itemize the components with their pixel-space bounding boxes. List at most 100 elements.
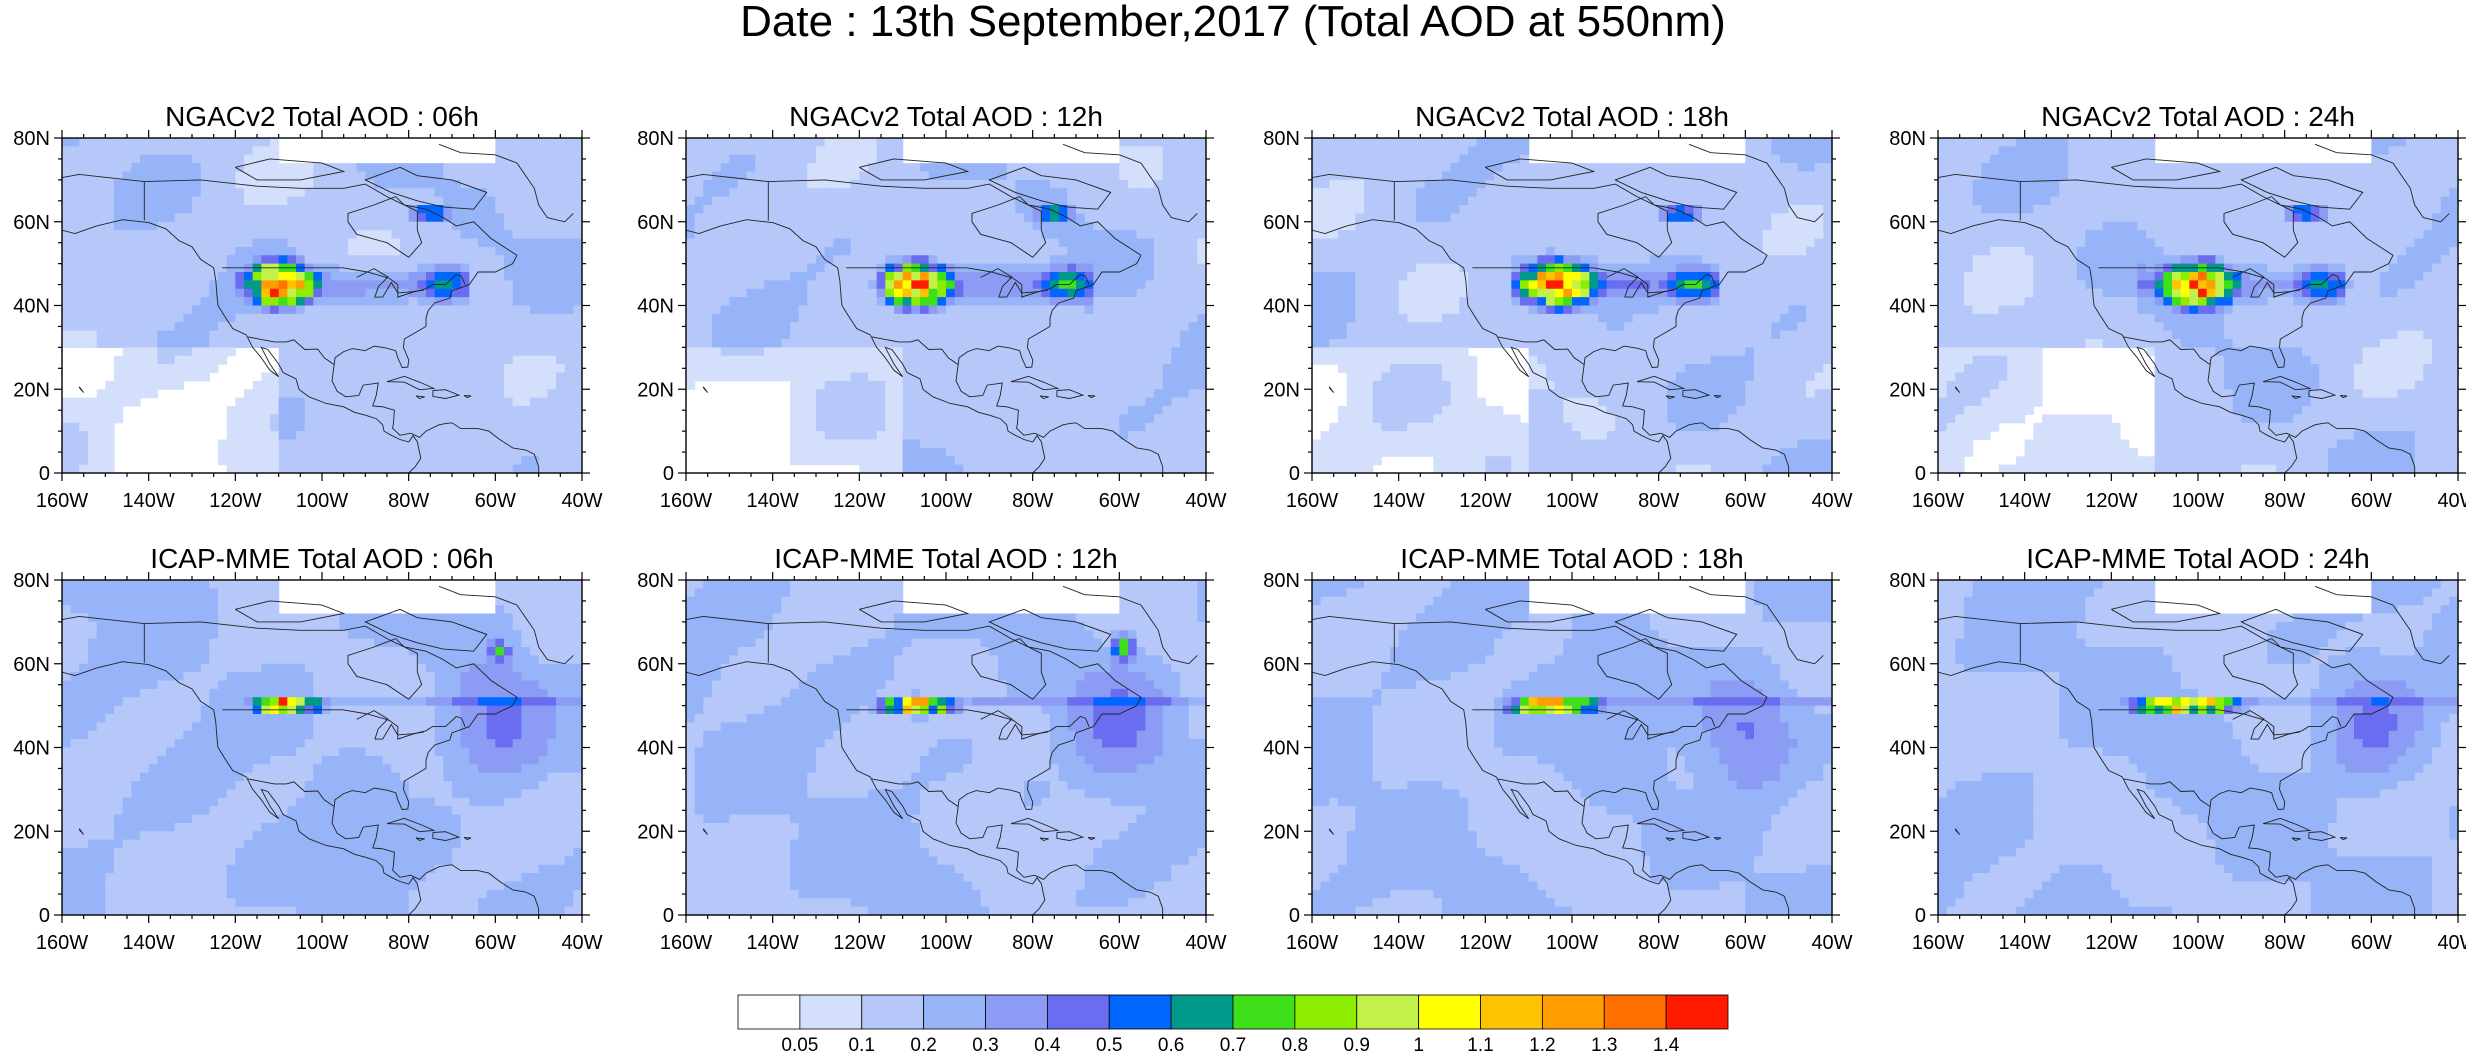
colorbar-swatch xyxy=(1418,994,1481,1030)
y-tick-label: 0 xyxy=(39,905,50,927)
panel-title: ICAP-MME Total AOD : 18h xyxy=(1400,543,1743,574)
x-tick-label: 100W xyxy=(1546,490,1598,512)
x-tick-label: 120W xyxy=(209,490,261,512)
x-tick-label: 160W xyxy=(36,490,88,512)
axis-ticks xyxy=(54,572,590,923)
y-tick-label: 0 xyxy=(663,905,674,927)
x-tick-label: 60W xyxy=(475,490,516,512)
map-panel-ngac-24h: NGACv2 Total AOD : 24h 160W 140W 120W 100W 80… xyxy=(1889,101,2466,512)
x-tick-label: 160W xyxy=(1912,490,1964,512)
colorbar-swatch xyxy=(985,994,1048,1030)
y-tick-label: 20N xyxy=(637,379,674,401)
colorbar: 0.05 0.1 0.2 0.3 0.4 0.5 0.6 0.7 0.8 0.9 1 1.1 1.2 1.… xyxy=(737,994,1729,1056)
x-tick-label: 80W xyxy=(1638,490,1679,512)
map-panel-icap-18h: ICAP-MME Total AOD : 18h 160W 140W 120W 100W… xyxy=(1263,543,1852,954)
map-panel-ngac-12h: NGACv2 Total AOD : 12h 160W 140W 120W 100W 80… xyxy=(637,101,1226,512)
x-tick-label: 140W xyxy=(747,932,799,954)
colorbar-swatch xyxy=(923,994,986,1030)
x-tick-label: 60W xyxy=(1099,932,1140,954)
y-tick-label: 80N xyxy=(637,128,674,150)
x-tick-label: 80W xyxy=(2264,490,2305,512)
axis-ticks xyxy=(54,130,590,481)
x-tick-label: 140W xyxy=(1999,932,2051,954)
colorbar-label: 0.9 xyxy=(1344,1035,1370,1056)
colorbar-label: 1.4 xyxy=(1653,1035,1680,1056)
x-tick-label: 160W xyxy=(36,932,88,954)
x-tick-label: 120W xyxy=(209,932,261,954)
coastline xyxy=(62,143,574,473)
x-tick-label: 60W xyxy=(1725,490,1766,512)
aod-field xyxy=(62,580,583,916)
y-tick-label: 0 xyxy=(1289,905,1300,927)
y-tick-label: 60N xyxy=(637,654,674,676)
x-tick-label: 100W xyxy=(296,932,348,954)
y-tick-label: 40N xyxy=(1263,296,1300,318)
colorbar-label: 0.3 xyxy=(972,1035,998,1056)
x-tick-label: 140W xyxy=(1999,490,2051,512)
x-tick-label: 140W xyxy=(1373,490,1425,512)
coastline xyxy=(1312,143,1824,473)
map-panel-icap-06h: ICAP-MME Total AOD : 06h 160W 140W 120W 100W… xyxy=(13,543,602,954)
coastline xyxy=(1938,585,2450,915)
x-tick-label: 80W xyxy=(2264,932,2305,954)
coastline xyxy=(686,143,1198,473)
y-tick-label: 0 xyxy=(1915,905,1926,927)
x-tick-label: 40W xyxy=(2437,490,2466,512)
x-tick-label: 160W xyxy=(660,932,712,954)
y-tick-label: 20N xyxy=(13,821,50,843)
x-tick-label: 160W xyxy=(1286,490,1338,512)
colorbar-swatch xyxy=(1603,994,1667,1030)
x-tick-label: 120W xyxy=(1459,490,1511,512)
x-tick-label: 80W xyxy=(388,490,429,512)
colorbar-swatch xyxy=(1356,994,1420,1030)
x-tick-label: 140W xyxy=(747,490,799,512)
x-tick-label: 80W xyxy=(388,932,429,954)
y-tick-label: 60N xyxy=(1889,654,1926,676)
x-tick-label: 120W xyxy=(1459,932,1511,954)
x-tick-label: 160W xyxy=(1912,932,1964,954)
colorbar-swatch xyxy=(737,994,801,1030)
x-tick-label: 40W xyxy=(1811,490,1852,512)
x-tick-label: 100W xyxy=(2172,490,2224,512)
y-tick-label: 20N xyxy=(1263,821,1300,843)
y-tick-label: 20N xyxy=(637,821,674,843)
y-tick-label: 60N xyxy=(1263,212,1300,234)
colorbar-swatch xyxy=(1108,994,1172,1030)
y-tick-label: 80N xyxy=(1889,128,1926,150)
map-panel-icap-12h: ICAP-MME Total AOD : 12h 160W 140W 120W 100W… xyxy=(637,543,1226,954)
x-tick-label: 120W xyxy=(833,932,885,954)
colorbar-swatch xyxy=(1480,994,1543,1030)
panel-title: NGACv2 Total AOD : 12h xyxy=(789,101,1103,132)
y-tick-label: 40N xyxy=(1889,738,1926,760)
y-tick-label: 60N xyxy=(13,654,50,676)
colorbar-label: 0.2 xyxy=(910,1035,936,1056)
y-tick-label: 40N xyxy=(1263,738,1300,760)
colorbar-swatch xyxy=(861,994,925,1030)
y-tick-label: 60N xyxy=(13,212,50,234)
colorbar-label: 0.4 xyxy=(1034,1035,1061,1056)
colorbar-label: 1.3 xyxy=(1591,1035,1617,1056)
colorbar-swatch xyxy=(799,994,863,1030)
aod-field xyxy=(1938,138,2459,474)
x-tick-label: 60W xyxy=(1725,932,1766,954)
coastline xyxy=(1938,143,2450,473)
coastline xyxy=(62,585,574,915)
colorbar-label: 1.1 xyxy=(1467,1035,1493,1056)
y-tick-label: 0 xyxy=(663,463,674,485)
panel-title: NGACv2 Total AOD : 24h xyxy=(2041,101,2355,132)
x-tick-label: 120W xyxy=(833,490,885,512)
x-tick-label: 140W xyxy=(123,932,175,954)
x-tick-label: 100W xyxy=(920,932,972,954)
y-tick-label: 40N xyxy=(13,296,50,318)
aod-field xyxy=(1312,580,1833,916)
map-panel-ngac-18h: NGACv2 Total AOD : 18h 160W 140W 120W 100W 80… xyxy=(1263,101,1852,512)
y-tick-label: 20N xyxy=(13,379,50,401)
colorbar-label: 0.6 xyxy=(1158,1035,1184,1056)
x-tick-label: 60W xyxy=(2351,490,2392,512)
panel-title: NGACv2 Total AOD : 18h xyxy=(1415,101,1729,132)
y-tick-label: 20N xyxy=(1263,379,1300,401)
y-tick-label: 40N xyxy=(1889,296,1926,318)
x-tick-label: 60W xyxy=(475,932,516,954)
aod-field xyxy=(62,138,583,474)
